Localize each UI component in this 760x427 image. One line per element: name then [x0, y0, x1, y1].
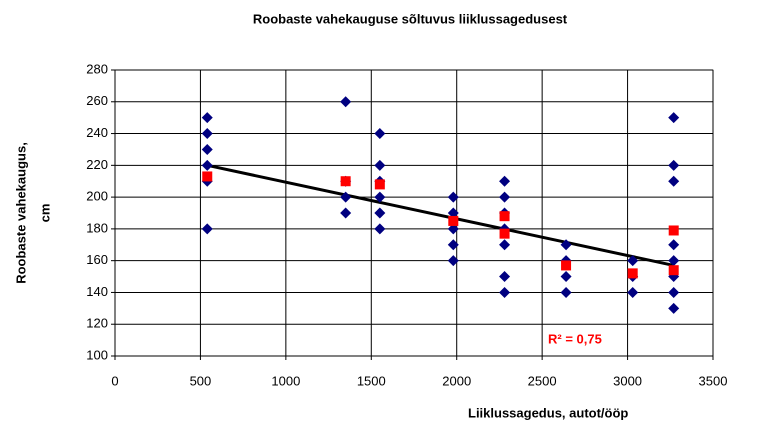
data-point [447, 255, 459, 267]
x-tick-label: 3500 [699, 373, 728, 388]
data-point [374, 191, 386, 203]
y-axis-label: Roobaste vahekaugus, [13, 142, 28, 284]
annotation: R² = 0,75 [548, 331, 602, 346]
y-tick-label: 100 [86, 347, 108, 362]
mean-point [374, 179, 385, 190]
data-point [560, 271, 572, 283]
x-tick-label: 1500 [357, 373, 386, 388]
data-point [560, 286, 572, 298]
mean-point [627, 268, 638, 279]
mean-point [499, 211, 510, 222]
mean-point [202, 171, 213, 182]
data-point [668, 255, 680, 267]
data-point [201, 143, 213, 155]
chart-title: Roobaste vahekauguse sõltuvus liiklussag… [253, 11, 568, 26]
data-point [499, 175, 511, 187]
data-point [668, 159, 680, 171]
mean-point [668, 265, 679, 276]
mean-point [668, 225, 679, 236]
x-tick-label: 2500 [528, 373, 557, 388]
data-point [374, 128, 386, 140]
y-tick-label: 180 [86, 220, 108, 235]
y-tick-label: 280 [86, 61, 108, 76]
data-point [374, 159, 386, 171]
data-point [499, 191, 511, 203]
x-tick-label: 500 [190, 373, 212, 388]
y-tick-label: 120 [86, 316, 108, 331]
data-point [447, 207, 459, 219]
y-tick-label: 260 [86, 93, 108, 108]
data-point [340, 191, 352, 203]
data-point [447, 223, 459, 235]
data-point [668, 302, 680, 314]
y-tick-label: 240 [86, 125, 108, 140]
mean-point [499, 228, 510, 239]
data-point [374, 223, 386, 235]
data-point [499, 239, 511, 251]
data-point [627, 286, 639, 298]
data-point [499, 271, 511, 283]
data-point [340, 96, 352, 108]
plot-area [114, 69, 714, 357]
x-tick-label: 3000 [613, 373, 642, 388]
mean-point [561, 260, 572, 271]
data-point [560, 239, 572, 251]
data-point [668, 175, 680, 187]
data-point [499, 286, 511, 298]
x-tick-label: 1000 [271, 373, 300, 388]
x-tick-label: 2000 [442, 373, 471, 388]
data-point [447, 239, 459, 251]
trend-line [206, 163, 675, 267]
data-point [668, 239, 680, 251]
x-axis-label: Liiklussagedus, autot/ööp [468, 405, 628, 420]
data-point [201, 159, 213, 171]
mean-point [340, 176, 351, 187]
y-tick-label: 140 [86, 284, 108, 299]
data-point [627, 255, 639, 267]
y-tick-label: 200 [86, 189, 108, 204]
data-point [201, 128, 213, 140]
data-point [668, 112, 680, 124]
data-point [201, 112, 213, 124]
x-tick-label: 0 [111, 373, 118, 388]
y-tick-label: 160 [86, 252, 108, 267]
data-point [201, 223, 213, 235]
y-axis-label: cm [37, 204, 52, 223]
data-point [374, 207, 386, 219]
y-tick-label: 220 [86, 157, 108, 172]
data-point [668, 286, 680, 298]
data-point [340, 207, 352, 219]
mean-point [448, 215, 459, 226]
data-point [447, 191, 459, 203]
